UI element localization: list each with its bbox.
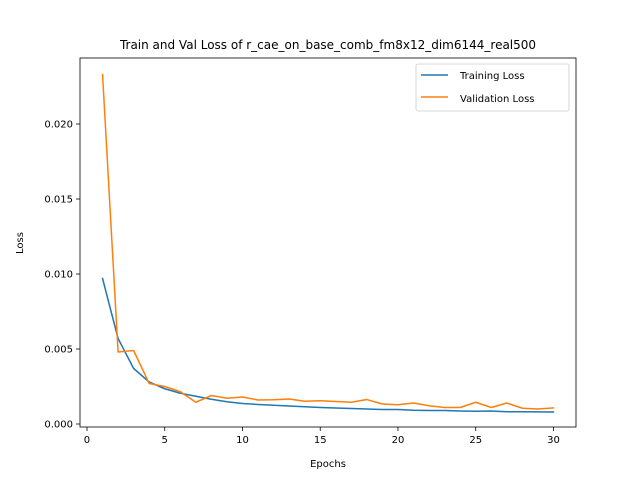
y-tick-label: 0.015	[44, 195, 73, 206]
plot-frame	[79, 57, 577, 428]
x-tick-label: 20	[392, 435, 405, 446]
y-axis: 0.000 0.005 0.010 0.015 0.020	[44, 120, 80, 431]
x-tick-label: 10	[236, 435, 249, 446]
validation-loss-line	[101, 73, 555, 410]
y-tick-label: 0.005	[44, 345, 73, 356]
legend: Training Loss Validation Loss	[415, 63, 570, 112]
x-tick-label: 5	[162, 435, 168, 446]
y-axis-label: Loss	[15, 232, 26, 254]
legend-label-training: Training Loss	[459, 71, 525, 82]
legend-label-validation: Validation Loss	[460, 94, 535, 105]
training-loss-line	[101, 277, 555, 413]
x-axis: 0 5 10 15 20 25 30	[84, 427, 560, 446]
x-tick-label: 15	[314, 435, 327, 446]
x-axis-label: Epochs	[310, 459, 346, 470]
chart-title: Train and Val Loss of r_cae_on_base_comb…	[119, 38, 536, 52]
y-tick-label: 0.020	[44, 120, 73, 131]
legend-box	[415, 63, 570, 112]
x-tick-label: 0	[84, 435, 90, 446]
x-tick-label: 30	[547, 435, 560, 446]
y-tick-label: 0.010	[44, 270, 73, 281]
y-tick-label: 0.000	[44, 420, 73, 431]
plot-area	[101, 73, 555, 413]
x-tick-label: 25	[469, 435, 482, 446]
